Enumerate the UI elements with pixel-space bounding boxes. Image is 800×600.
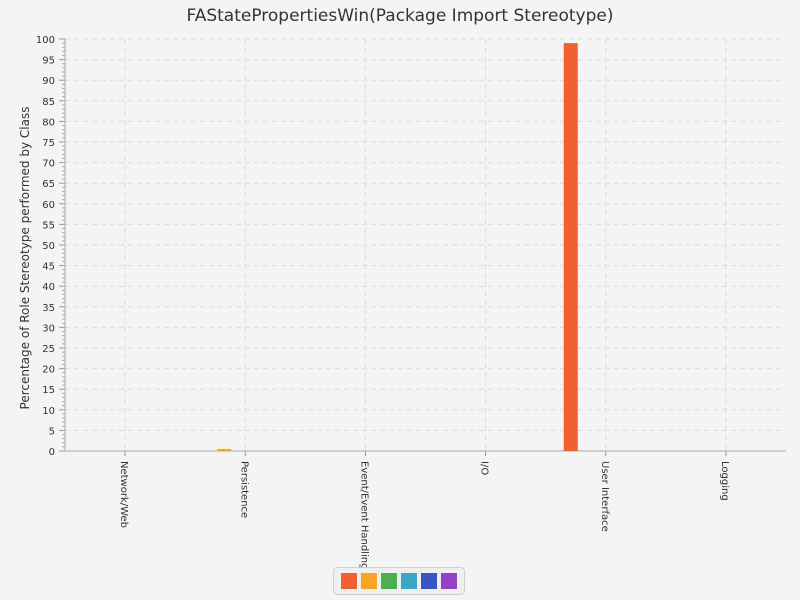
legend-swatch [341, 573, 357, 589]
grid-lines [65, 38, 786, 451]
y-tick-label: 20 [42, 365, 55, 376]
x-tick-label: Persistence [238, 461, 249, 518]
bars [217, 43, 578, 452]
y-tick-label: 25 [42, 344, 55, 355]
legend-swatch [381, 573, 397, 589]
y-tick-label: 75 [42, 138, 55, 149]
axes [59, 38, 786, 456]
bar [217, 448, 232, 451]
x-tick-labels: Network/Web Persistence Event/Event Handli… [118, 461, 730, 569]
y-tick-label: 80 [42, 117, 55, 128]
y-tick-label: 40 [42, 282, 55, 293]
y-axis-label: Percentage of Role Stereotype performed … [18, 107, 32, 410]
y-tick-label: 70 [42, 159, 55, 170]
y-tick-label: 50 [42, 241, 55, 252]
x-tick-label: I/O [479, 461, 490, 475]
y-tick-label: 15 [42, 385, 55, 396]
y-tick-label: 5 [49, 426, 55, 437]
y-tick-label: 60 [42, 200, 55, 211]
y-tick-label: 45 [42, 262, 55, 273]
y-tick-label: 85 [42, 97, 55, 108]
x-tick-label: User Interface [599, 461, 610, 532]
legend [333, 567, 465, 595]
legend-swatch [401, 573, 417, 589]
y-tick-label: 65 [42, 179, 55, 190]
x-tick-label: Logging [719, 461, 730, 501]
x-tick-label: Event/Event Handling [358, 461, 369, 569]
y-tick-label: 10 [42, 406, 55, 417]
y-tick-label: 30 [42, 323, 55, 334]
x-tick-label: Network/Web [118, 461, 129, 528]
chart-title: FAStatePropertiesWin(Package Import Ster… [186, 6, 614, 26]
y-tick-label: 55 [42, 220, 55, 231]
legend-swatch [361, 573, 377, 589]
legend-swatch [421, 573, 437, 589]
y-tick-label: 100 [36, 35, 55, 46]
y-tick-label: 35 [42, 303, 55, 314]
legend-swatch [441, 573, 457, 589]
bar [563, 43, 578, 452]
y-tick-label: 0 [49, 447, 55, 458]
y-tick-label: 90 [42, 76, 55, 87]
y-tick-labels: 0 5 10 15 20 25 30 35 40 45 50 55 60 65 70 75 80 85 90 95 10… [36, 35, 55, 458]
y-tick-label: 95 [42, 56, 55, 67]
